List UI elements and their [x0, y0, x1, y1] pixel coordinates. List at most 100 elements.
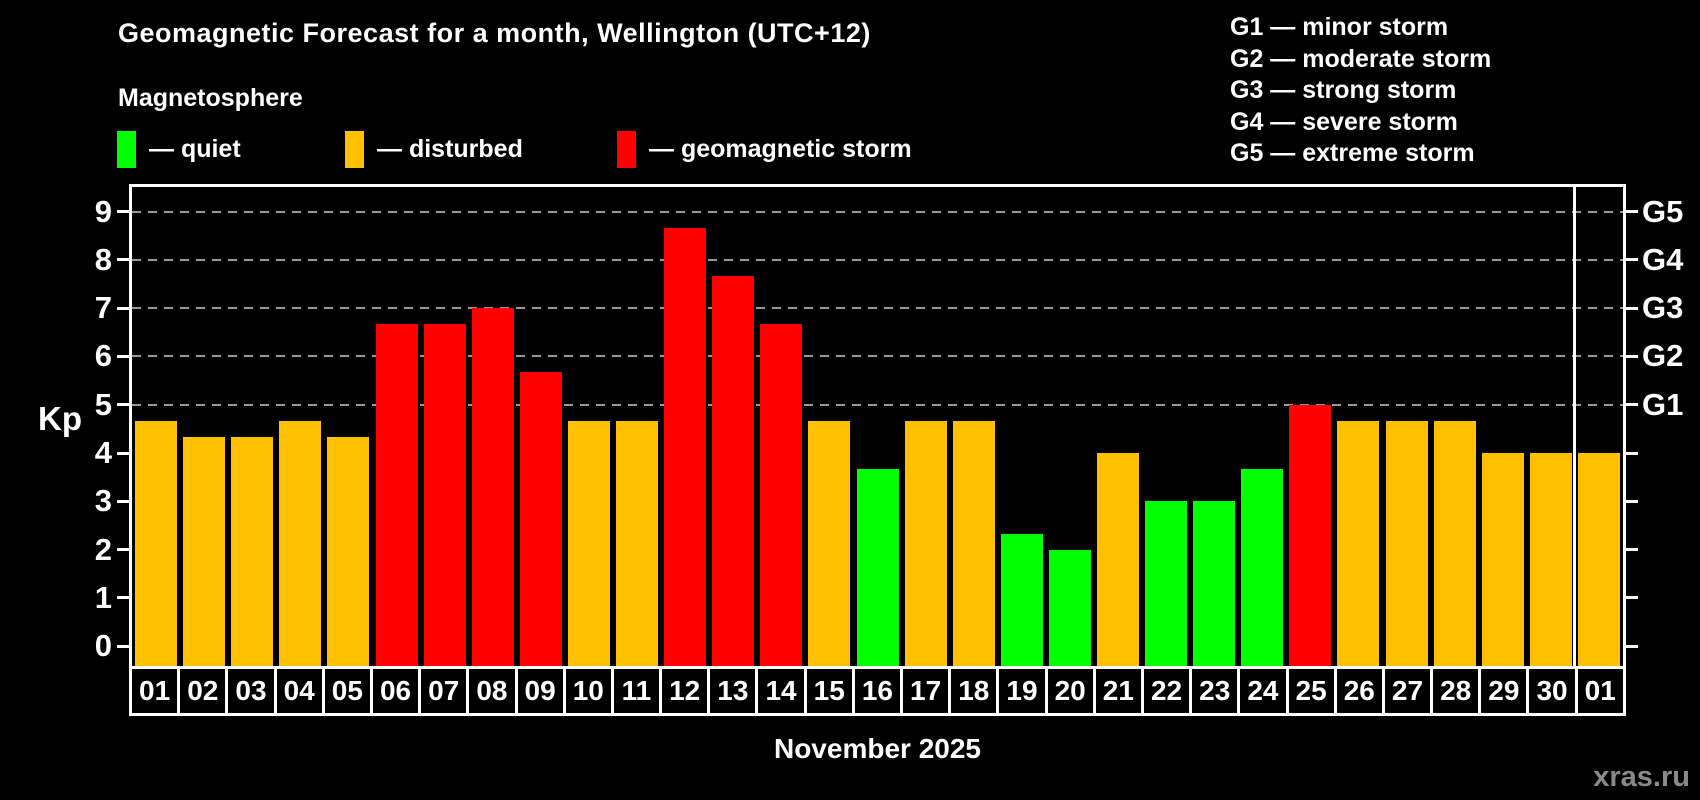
day-label: 08: [466, 666, 518, 716]
day-label: 30: [1526, 666, 1578, 716]
y-tick-label-9: 9: [94, 193, 112, 229]
bar-day-17: [904, 420, 947, 666]
g-level-label-G2: G2: [1642, 338, 1684, 374]
day-label: 01: [129, 666, 181, 716]
quiet-color-swatch: [117, 131, 136, 168]
bar-day-14: [760, 324, 803, 666]
bar-day-20: [1048, 549, 1091, 666]
y-tick-mark: [117, 210, 129, 214]
g-legend-line: G2 — moderate storm: [1230, 44, 1492, 73]
y-tick-label-0: 0: [94, 628, 112, 664]
bar-day-05: [327, 437, 370, 666]
bar-day-06: [375, 324, 418, 666]
gridline-kp9: [132, 210, 1623, 213]
y-tick-mark-right: [1626, 596, 1638, 600]
bar-day-12: [664, 227, 707, 666]
chart-subtitle: Magnetosphere: [118, 84, 303, 112]
g-legend-line: G3 — strong storm: [1230, 76, 1457, 104]
y-tick-label-1: 1: [94, 579, 112, 615]
y-tick-mark: [117, 306, 129, 310]
day-label: 12: [659, 666, 711, 716]
bar-day-04: [279, 420, 322, 666]
y-tick-mark: [117, 451, 129, 455]
bar-day-18: [952, 420, 995, 666]
month-label: November 2025: [773, 733, 981, 764]
y-tick-mark-right: [1626, 354, 1638, 358]
legend-item-disturbed: — disturbed: [345, 131, 523, 168]
gridline-kp7: [132, 307, 1623, 310]
y-tick-mark-right: [1626, 306, 1638, 310]
g-level-label-G1: G1: [1642, 386, 1684, 422]
gridline-kp8: [132, 258, 1623, 261]
bar-day-11: [616, 420, 659, 666]
day-label: 14: [755, 666, 807, 716]
y-tick-mark-right: [1626, 403, 1638, 407]
month-separator: [1573, 187, 1577, 666]
y-tick-mark: [117, 258, 129, 262]
day-label: 09: [514, 666, 566, 716]
bar-day-15: [808, 420, 851, 666]
day-label: 22: [1140, 666, 1193, 716]
legend-label-disturbed: — disturbed: [377, 135, 523, 163]
day-label: 23: [1189, 666, 1241, 716]
gridline-kp6: [132, 355, 1623, 358]
legend-item-storm: — geomagnetic storm: [617, 131, 912, 168]
legend-label-quiet: — quiet: [149, 135, 241, 163]
y-tick-mark-right: [1626, 451, 1638, 455]
day-label: 26: [1333, 666, 1385, 716]
g-legend-line: G1 — minor storm: [1230, 13, 1449, 41]
y-tick-mark-right: [1626, 258, 1638, 262]
y-tick-mark: [117, 596, 129, 600]
y-tick-mark: [117, 499, 129, 503]
g-level-label-G5: G5: [1642, 193, 1684, 229]
bar-day-26: [1337, 420, 1380, 666]
bar-day-24: [1241, 469, 1284, 666]
g-legend-line: G4 — severe storm: [1230, 107, 1458, 136]
y-tick-mark-right: [1626, 210, 1638, 214]
g-scale-legend: G1 — minor storm G2 — moderate storm G3 …: [1230, 12, 1491, 170]
day-label: 19: [996, 666, 1048, 716]
day-label: 06: [369, 666, 422, 716]
day-label: 04: [273, 666, 325, 716]
watermark: xras.ru: [1593, 761, 1690, 793]
day-label: 03: [225, 666, 277, 716]
day-label: 21: [1092, 666, 1144, 716]
y-tick-mark: [117, 548, 129, 552]
bar-day-30: [1529, 453, 1572, 666]
legend-item-quiet: — quiet: [117, 131, 241, 168]
y-tick-mark: [117, 354, 129, 358]
bar-day-29: [1481, 453, 1524, 666]
y-tick-label-3: 3: [94, 483, 112, 519]
bar-day-19: [1000, 533, 1043, 666]
x-axis-day-labels: 01 02 03 04 05 06 07 08 09 10 11 12 13 14 15 16 17 18 19 20…: [129, 666, 1626, 716]
g-level-label-G4: G4: [1642, 241, 1684, 277]
bar-day-01: [135, 420, 178, 666]
bar-day-01: [1577, 453, 1620, 666]
bar-day-08: [471, 308, 514, 666]
bar-day-25: [1289, 404, 1332, 666]
gridline-kp5: [132, 403, 1623, 406]
bar-day-10: [567, 420, 610, 666]
bar-day-22: [1145, 501, 1188, 666]
y-tick-label-8: 8: [94, 241, 112, 277]
day-label: 18: [948, 666, 1000, 716]
day-label: 13: [707, 666, 759, 716]
y-tick-mark-right: [1626, 644, 1638, 648]
bar-day-09: [519, 372, 562, 666]
day-label: 01: [1574, 666, 1626, 716]
y-axis-label: Kp: [38, 400, 82, 437]
storm-color-swatch: [617, 131, 636, 168]
bar-day-03: [231, 437, 274, 666]
legend-label-storm: — geomagnetic storm: [649, 135, 912, 163]
day-label: 11: [610, 666, 663, 716]
y-tick-label-4: 4: [94, 435, 112, 471]
day-label: 20: [1044, 666, 1096, 716]
g-level-label-G3: G3: [1642, 290, 1684, 326]
bar-day-16: [856, 469, 899, 666]
day-label: 27: [1381, 666, 1434, 716]
day-label: 17: [900, 666, 952, 716]
y-tick-label-6: 6: [94, 338, 112, 374]
bar-day-23: [1193, 501, 1236, 666]
g-legend-line: G5 — extreme storm: [1230, 139, 1475, 167]
